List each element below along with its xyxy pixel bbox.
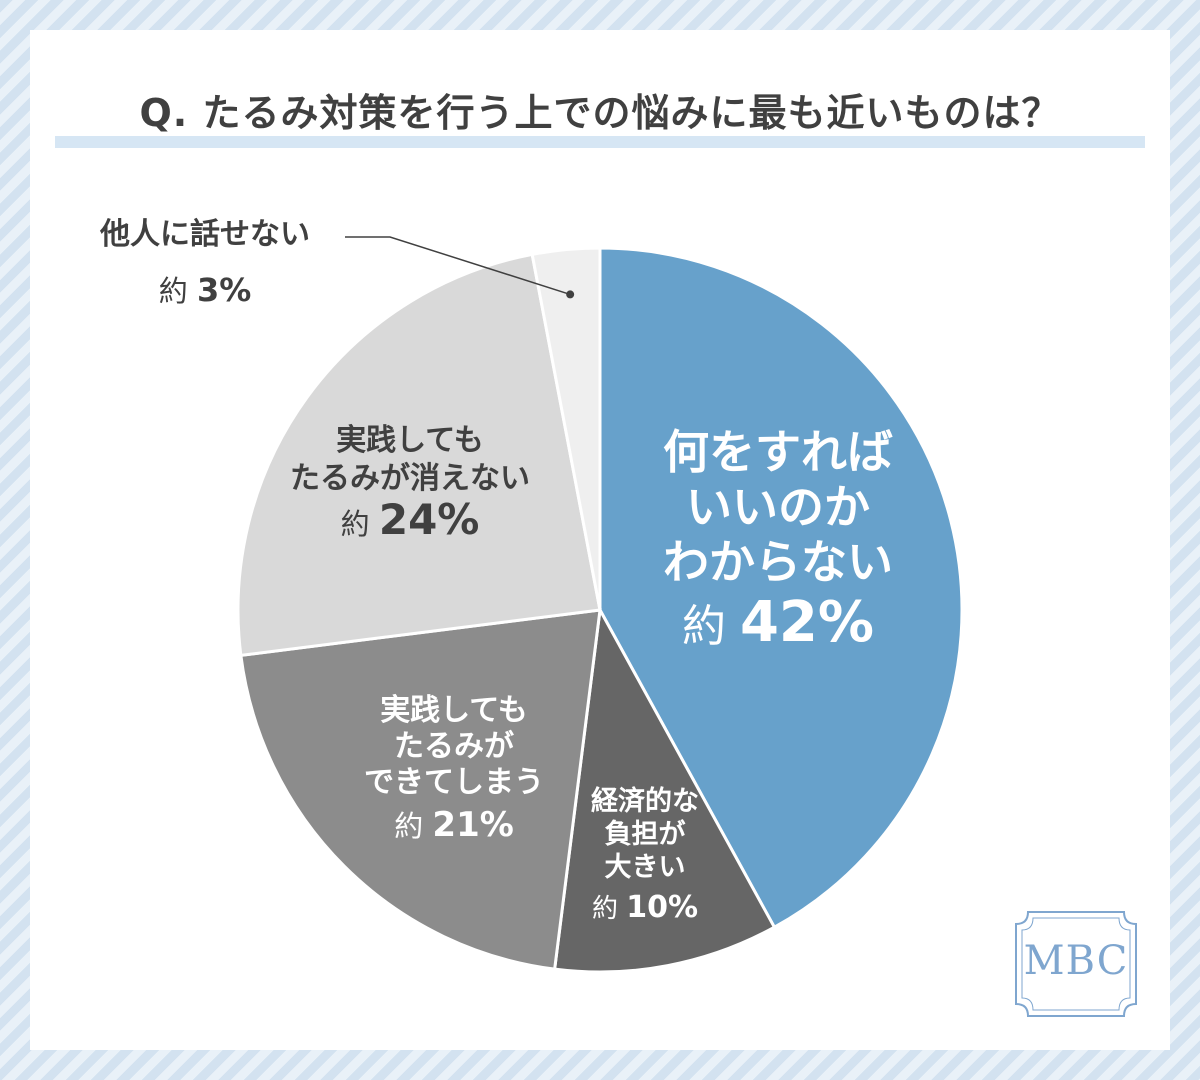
chart-title: Q. たるみ対策を行う上での悩みに最も近いものは？ — [139, 91, 1061, 135]
slice-value-label: 約 10% — [592, 890, 698, 925]
leader-dot — [566, 290, 575, 299]
slice-label-line: 大きい — [605, 852, 686, 883]
slice-label-line: わからない — [663, 535, 893, 589]
slice-value-label: 約 24% — [341, 495, 480, 544]
slice-value-label: 約 42% — [682, 590, 874, 655]
pie-slice-1 — [552, 605, 777, 974]
slice-label-line: 経済的な — [591, 785, 699, 817]
logo-frame-icon — [1015, 911, 1137, 1017]
slice-label-line: 実践しても — [336, 423, 484, 458]
slice-value-label: 約 21% — [394, 805, 514, 845]
mbc-logo: MBC — [1006, 904, 1146, 1024]
pie-slice-4 — [530, 246, 602, 611]
slice-label-line: いいのか — [686, 480, 870, 534]
pie-slice-3 — [236, 252, 602, 658]
leader-line — [345, 236, 571, 296]
slice-label-line: たるみが — [394, 729, 514, 764]
slice-value-label: 約 3% — [159, 271, 252, 309]
slice-label-line: 実践しても — [380, 693, 528, 728]
slice-label-line: 負担が — [605, 818, 686, 850]
pie-slice-2 — [239, 608, 602, 971]
pie-slice-0 — [598, 246, 964, 930]
logo-text: MBC — [1023, 938, 1129, 984]
slice-label-line: たるみが消えない — [290, 461, 530, 496]
title-underline — [55, 136, 1145, 148]
slice-label-line: 何をすれば — [663, 425, 893, 479]
slice-label-line: 他人に話せない — [99, 217, 310, 252]
slice-label-line: できてしまう — [364, 765, 544, 800]
